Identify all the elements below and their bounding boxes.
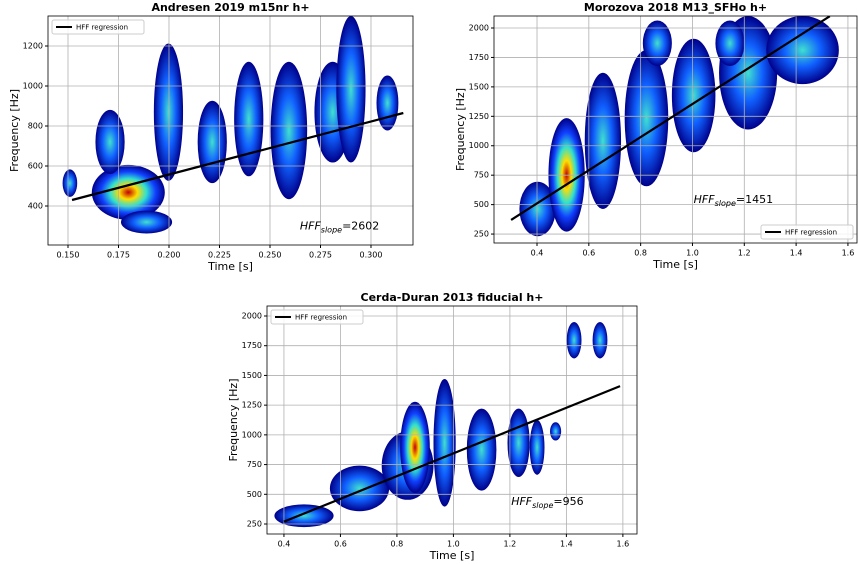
- x-tick-label: 0.6: [582, 249, 595, 258]
- annotation-part: =956: [553, 495, 583, 508]
- spectrogram-blob: [154, 43, 183, 180]
- x-tick-label: 0.4: [278, 540, 291, 549]
- annotation-part: slope: [321, 225, 342, 234]
- y-tick-label: 1200: [23, 42, 43, 51]
- chart-title: Andresen 2019 m15nr h+: [151, 1, 309, 14]
- plot-area: [494, 16, 857, 243]
- annotation: HFFslope=956: [511, 495, 583, 510]
- x-tick-label: 0.275: [309, 251, 332, 260]
- x-tick-label: 1.4: [560, 540, 573, 549]
- legend-label: HFF regression: [76, 24, 128, 32]
- spectrogram-blob: [467, 409, 497, 491]
- chart-title: Morozova 2018 M13_SFHo h+: [584, 1, 767, 14]
- annotation-part: HFF: [511, 495, 533, 508]
- y-tick-label: 600: [28, 162, 43, 171]
- x-tick-label: 0.8: [634, 249, 647, 258]
- annotation: HFFslope=1451: [694, 193, 773, 208]
- y-tick-label: 500: [247, 490, 262, 499]
- annotation-part: slope: [532, 501, 553, 510]
- legend-label: HFF regression: [295, 314, 347, 322]
- x-tick-label: 0.225: [208, 251, 231, 260]
- y-tick-label: 1000: [242, 430, 262, 439]
- x-axis-label: Time [s]: [207, 260, 253, 273]
- spectrogram-blob: [271, 62, 308, 199]
- spectrogram-blob: [377, 76, 399, 131]
- annotation-part: HFF: [300, 220, 322, 233]
- spectrogram-blob: [530, 420, 545, 475]
- spectrogram-blob: [121, 211, 172, 234]
- spectrogram-blob: [330, 466, 389, 512]
- y-tick-label: 250: [474, 230, 489, 239]
- y-tick-label: 2000: [469, 24, 489, 33]
- chart-title: Cerda-Duran 2013 fiducial h+: [361, 291, 544, 304]
- spectrogram-blob: [593, 322, 608, 358]
- y-tick-label: 1250: [469, 112, 489, 121]
- legend-label: HFF regression: [785, 229, 837, 237]
- subplot: 0.4 0.6 0.8 1.0 1.2 1.4 1.6 250 500 750 1000 1250 15…: [454, 1, 857, 271]
- spectrogram-blob: [643, 21, 672, 66]
- x-tick-label: 1.6: [617, 540, 630, 549]
- x-tick-label: 1.0: [447, 540, 460, 549]
- spectrogram-blob: [400, 402, 430, 493]
- y-tick-label: 400: [28, 202, 43, 211]
- y-tick-label: 750: [474, 171, 489, 180]
- y-tick-label: 250: [247, 520, 262, 529]
- x-tick-label: 1.6: [842, 249, 855, 258]
- y-tick-label: 1500: [242, 371, 262, 380]
- y-tick-label: 1500: [469, 82, 489, 91]
- y-tick-label: 1750: [469, 53, 489, 62]
- x-axis-label: Time [s]: [429, 549, 475, 562]
- x-tick-label: 1.4: [790, 249, 803, 258]
- x-tick-label: 1.2: [504, 540, 517, 549]
- spectrogram-blob: [198, 101, 227, 183]
- y-axis-label: Frequency [Hz]: [227, 379, 240, 462]
- y-axis-label: Frequency [Hz]: [8, 89, 21, 172]
- x-tick-label: 0.250: [259, 251, 282, 260]
- spectrogram-blob: [715, 21, 744, 66]
- spectrogram-blob: [507, 409, 529, 477]
- spectrogram-blob: [234, 62, 263, 177]
- annotation-part: =1451: [736, 193, 773, 206]
- spectrogram-blob: [95, 110, 124, 174]
- y-tick-label: 1000: [469, 141, 489, 150]
- x-tick-label: 0.300: [360, 251, 383, 260]
- spectrogram-blob: [336, 16, 365, 163]
- annotation-part: slope: [715, 198, 736, 207]
- y-tick-label: 1250: [242, 401, 262, 410]
- y-axis-label: Frequency [Hz]: [454, 88, 467, 171]
- annotation-part: HFF: [694, 193, 716, 206]
- x-tick-label: 1.0: [686, 249, 699, 258]
- x-tick-label: 0.8: [391, 540, 404, 549]
- spectrogram-blob: [625, 50, 669, 186]
- figure: 0.150 0.175 0.200 0.225 0.250 0.275 0.300 400 60…: [0, 0, 859, 564]
- x-tick-label: 0.6: [334, 540, 347, 549]
- y-tick-label: 800: [28, 122, 43, 131]
- x-axis-label: Time [s]: [652, 258, 698, 271]
- spectrogram-blob: [672, 39, 716, 153]
- subplot: 0.4 0.6 0.8 1.0 1.2 1.4 1.6 250 500 750 1000 1250 15…: [227, 291, 637, 562]
- spectrogram-blob: [567, 322, 582, 358]
- spectrogram-blob: [585, 73, 621, 209]
- y-tick-label: 750: [247, 460, 262, 469]
- spectrogram-blob: [434, 379, 456, 507]
- annotation: HFFslope=2602: [300, 220, 379, 235]
- y-tick-label: 500: [474, 200, 489, 209]
- x-tick-label: 1.2: [738, 249, 751, 258]
- x-tick-label: 0.175: [107, 251, 130, 260]
- spectrogram-blob: [550, 422, 561, 440]
- y-tick-label: 1000: [23, 82, 43, 91]
- spectrogram-blob: [63, 169, 78, 196]
- x-tick-label: 0.200: [158, 251, 181, 260]
- x-tick-label: 0.150: [57, 251, 80, 260]
- plot-area: [48, 16, 413, 245]
- subplot: 0.150 0.175 0.200 0.225 0.250 0.275 0.300 400 60…: [8, 1, 413, 273]
- y-tick-label: 2000: [242, 311, 262, 320]
- y-tick-label: 1750: [242, 341, 262, 350]
- x-tick-label: 0.4: [531, 249, 544, 258]
- annotation-part: =2602: [342, 220, 379, 233]
